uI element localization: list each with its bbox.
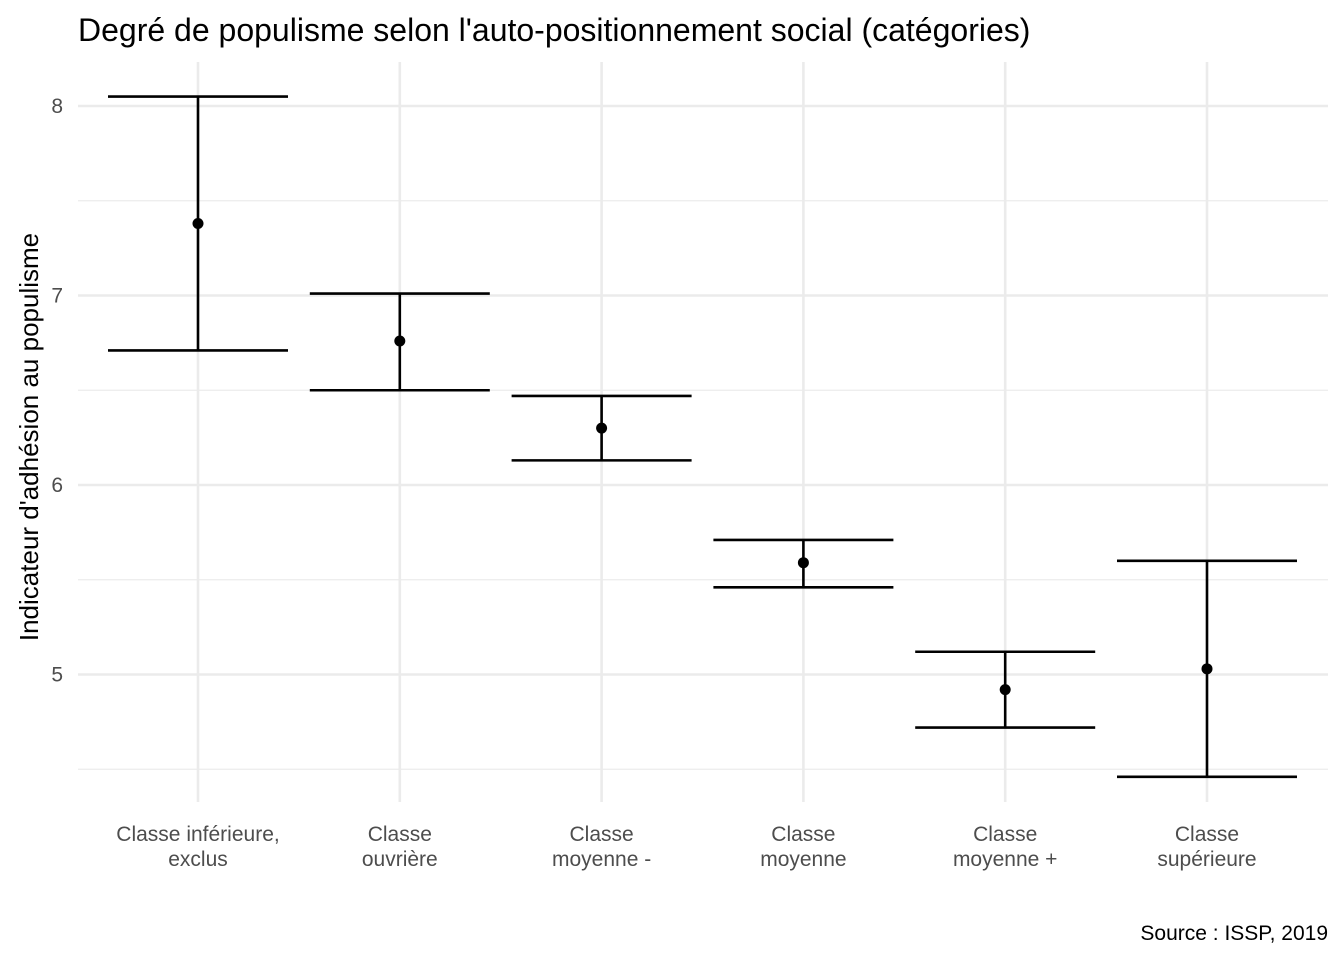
- y-tick-label: 5: [51, 664, 63, 687]
- x-tick-label: Classe moyenne: [760, 823, 846, 871]
- grid: [78, 62, 1328, 802]
- chart-marks: [108, 95, 1297, 779]
- data-point: [394, 335, 406, 347]
- y-tick-label: 7: [51, 285, 63, 308]
- chart-title: Degré de populisme selon l'auto-position…: [78, 12, 1030, 48]
- chart-caption: Source : ISSP, 2019: [1140, 922, 1328, 945]
- data-point: [1201, 663, 1213, 675]
- x-tick-label: Classe ouvrière: [362, 823, 438, 871]
- data-point: [797, 557, 809, 569]
- x-tick-labels: Classe inférieure, exclus Classe ouvrière Cl…: [116, 823, 1256, 871]
- x-tick-label: Classe moyenne -: [552, 823, 651, 871]
- data-point: [192, 217, 204, 229]
- y-tick-label: 8: [51, 95, 63, 118]
- y-axis-label: Indicateur d'adhésion au populisme: [14, 233, 44, 641]
- x-tick-label: Classe moyenne +: [953, 823, 1058, 871]
- y-tick-labels: 5 6 7 8: [51, 95, 63, 687]
- data-point: [596, 422, 608, 434]
- x-tick-label: Classe supérieure: [1157, 823, 1256, 871]
- data-point: [999, 684, 1011, 696]
- x-tick-label: Classe inférieure, exclus: [116, 823, 279, 871]
- y-tick-label: 6: [51, 474, 63, 497]
